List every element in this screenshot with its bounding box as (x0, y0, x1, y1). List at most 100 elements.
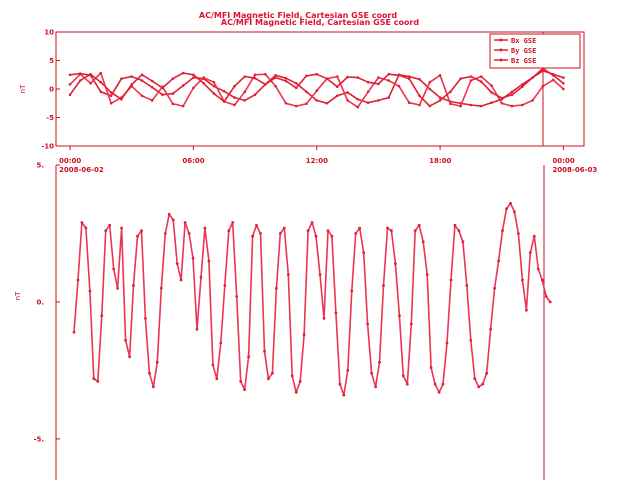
top-data-point (109, 102, 113, 105)
bottom-data-point (540, 278, 544, 282)
top-data-point (294, 86, 298, 90)
top-x-tick-date: 2008-06-02 (59, 166, 104, 174)
bottom-data-point (88, 289, 92, 293)
top-data-point (212, 80, 216, 84)
top-x-tick-label: 00:00 (552, 157, 574, 165)
bottom-data-point (116, 286, 119, 290)
top-x-tick-label: 06:00 (182, 157, 204, 165)
top-data-point (521, 103, 524, 107)
bottom-data-point (445, 341, 449, 345)
top-data-point (233, 103, 236, 107)
bottom-data-point (211, 363, 215, 367)
top-data-point (418, 103, 421, 107)
bottom-data-point (350, 289, 354, 293)
bottom-data-point (84, 226, 88, 230)
top-y-tick-label: 0 (49, 86, 54, 94)
top-data-point (315, 72, 319, 76)
top-data-point (140, 94, 144, 98)
bottom-data-point (263, 349, 266, 353)
bottom-data-point (401, 374, 405, 378)
bottom-data-point (191, 256, 195, 260)
top-data-point (377, 82, 380, 86)
bottom-data-point (358, 226, 362, 230)
bottom-data-point (267, 377, 270, 381)
top-data-point (315, 99, 319, 102)
top-data-point (79, 72, 82, 76)
bottom-data-point (390, 229, 393, 233)
top-data-point (366, 90, 370, 94)
bottom-y-ticks: 5. 0. -5. (34, 162, 60, 443)
bottom-data-point (548, 300, 552, 304)
top-data-point (243, 75, 247, 78)
top-data-point (479, 104, 483, 108)
top-data-point (284, 79, 288, 83)
bottom-data-point (338, 382, 342, 386)
bottom-data-point (425, 273, 429, 276)
top-data-point (274, 74, 277, 77)
top-x-tick-label: 00:00 (59, 157, 81, 165)
top-data-point (551, 78, 555, 82)
top-data-point (99, 71, 103, 75)
bottom-data-point (163, 232, 167, 235)
bottom-data-point (318, 273, 322, 276)
top-x-tick-label: 12:00 (306, 157, 328, 165)
top-data-point (253, 93, 257, 96)
bottom-data-point (80, 221, 84, 224)
overlay-title: AC/MFI Magnetic Field, Cartesian GSE coo… (199, 11, 398, 20)
bottom-data-point (322, 317, 326, 320)
bottom-data-point (528, 251, 532, 255)
top-data-point (356, 98, 360, 101)
bottom-data-point (219, 341, 223, 345)
top-data-point (212, 84, 216, 88)
bottom-data-point (282, 226, 286, 230)
top-data-point (202, 82, 205, 85)
legend-marker (499, 58, 503, 62)
top-data-point (407, 101, 411, 104)
top-data-point (428, 104, 432, 108)
main-title: AC/MFI Magnetic Field, Cartesian GSE coo… (221, 18, 420, 27)
top-data-point (541, 69, 545, 73)
top-data-point (68, 73, 72, 77)
top-data-point (150, 86, 154, 89)
bottom-y-tick-label: -5. (34, 435, 44, 443)
top-data-point (562, 87, 565, 91)
bottom-data-point (124, 338, 127, 342)
top-data-point (387, 72, 391, 76)
bottom-data-point (251, 234, 255, 238)
top-data-point (407, 77, 411, 80)
top-data-point (68, 83, 72, 86)
top-data-point (109, 91, 113, 94)
top-data-point (171, 102, 175, 106)
top-data-point (521, 83, 524, 86)
top-data-point (181, 104, 185, 108)
bottom-data-point (493, 286, 496, 290)
top-data-point (222, 100, 226, 103)
bottom-data-point (159, 286, 163, 290)
top-data-point (243, 99, 247, 102)
top-data-point (192, 86, 195, 90)
bottom-data-point (417, 223, 421, 227)
bottom-data-point (429, 366, 433, 370)
top-data-point (562, 76, 565, 79)
top-data-point (551, 74, 555, 77)
bottom-data-point (108, 223, 112, 227)
bottom-data-point (167, 212, 171, 216)
bottom-data-point (398, 314, 401, 318)
bottom-data-point (128, 355, 132, 359)
bottom-data-point (409, 322, 413, 326)
top-data-point (531, 76, 534, 79)
bottom-data-point (386, 226, 389, 230)
top-y-tick-label: -5 (46, 114, 54, 122)
bottom-data-point (227, 229, 231, 233)
top-data-point (541, 84, 545, 88)
top-data-point (264, 83, 267, 86)
bottom-data-point (104, 229, 108, 233)
bottom-data-point (207, 259, 211, 263)
top-data-point (531, 99, 534, 102)
bottom-data-point (525, 308, 528, 312)
bottom-data-point (465, 284, 469, 287)
top-data-point (181, 84, 185, 87)
bottom-data-point (505, 207, 508, 211)
